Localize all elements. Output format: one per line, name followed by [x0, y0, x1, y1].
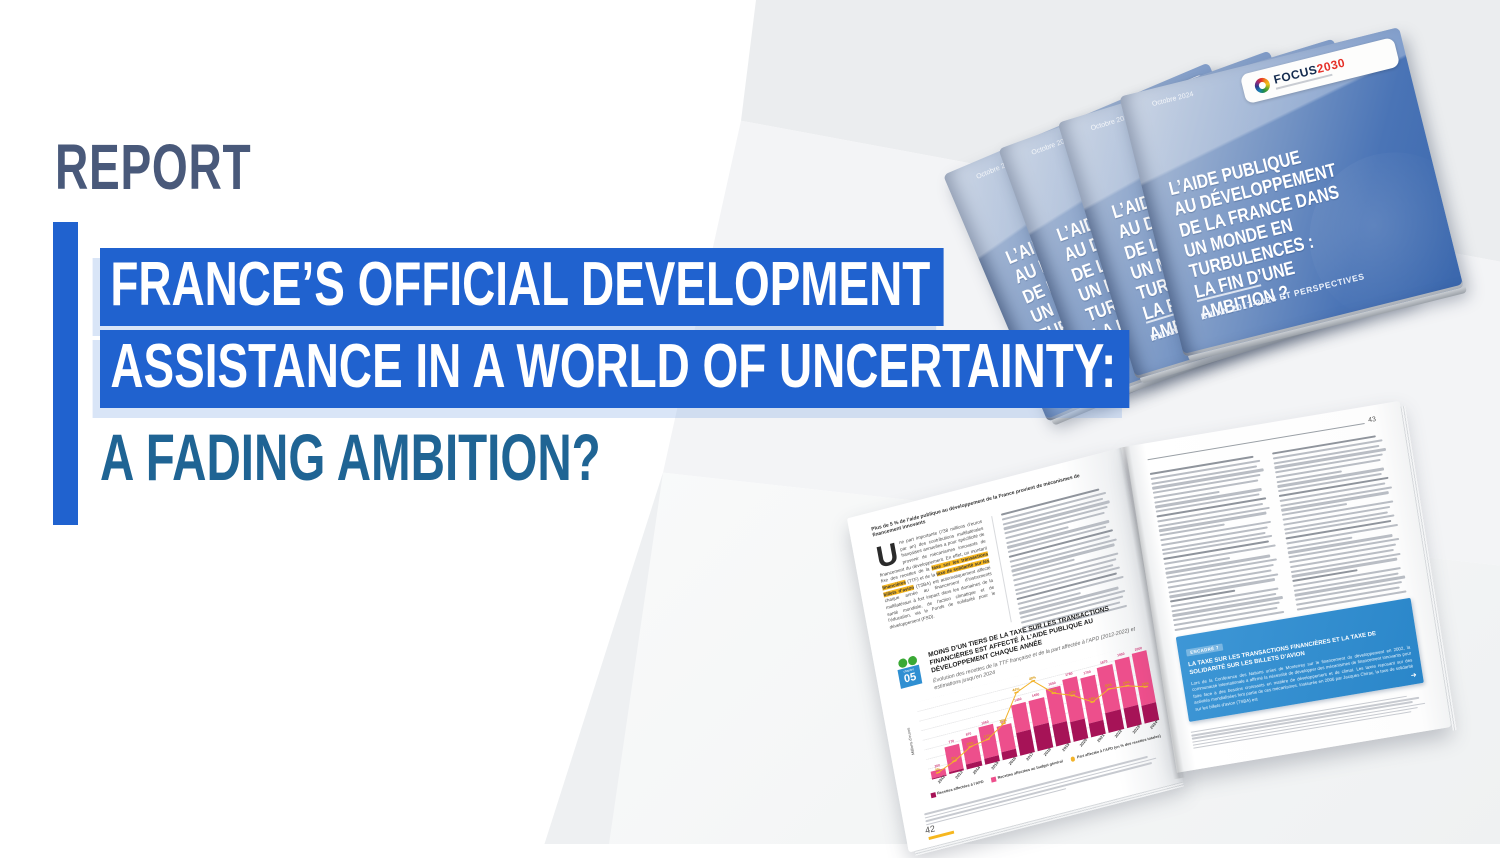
book-page-left: Plus de 5 % de l’aide publique au dévelo…	[847, 447, 1183, 853]
chapter-badge: chapitre 05	[896, 654, 929, 701]
left-column-2	[991, 486, 1128, 634]
title-line-1: FRANCE’S OFFICIAL DEVELOPMENT	[100, 248, 1240, 326]
title-line-3: A FADING AMBITION?	[100, 420, 601, 494]
right-column-1	[1149, 454, 1287, 632]
drop-cap: U	[873, 537, 901, 575]
page-number-43: 43	[1367, 416, 1377, 425]
focus2030-logo-icon	[1253, 75, 1272, 95]
y-axis-label: Millions d’euros	[905, 727, 916, 756]
title-line-2-text: ASSISTANCE IN A WORLD OF UNCERTAINTY:	[100, 330, 1130, 408]
accent-vertical-bar	[53, 222, 78, 525]
encadre-tag: ENCADRÉ 7	[1185, 643, 1224, 657]
open-report-mockup: Plus de 5 % de l’aide publique au dévelo…	[846, 400, 1454, 853]
right-page-columns	[1149, 434, 1410, 632]
title-line-1-text: FRANCE’S OFFICIAL DEVELOPMENT	[100, 248, 944, 326]
report-kicker: REPORT	[55, 131, 252, 203]
pct-line-series	[935, 679, 1149, 774]
ttf-chart: Millions d’euros 200 770 870 1060 950 1450 145…	[904, 642, 1166, 810]
title-line-2: ASSISTANCE IN A WORLD OF UNCERTAINTY:	[100, 330, 1491, 408]
cover-date: Octobre 2024	[1151, 90, 1195, 109]
arrow-icon: ➜	[1410, 671, 1418, 680]
right-column-2	[1272, 434, 1409, 611]
chapter-number-box: chapitre 05	[897, 664, 923, 689]
